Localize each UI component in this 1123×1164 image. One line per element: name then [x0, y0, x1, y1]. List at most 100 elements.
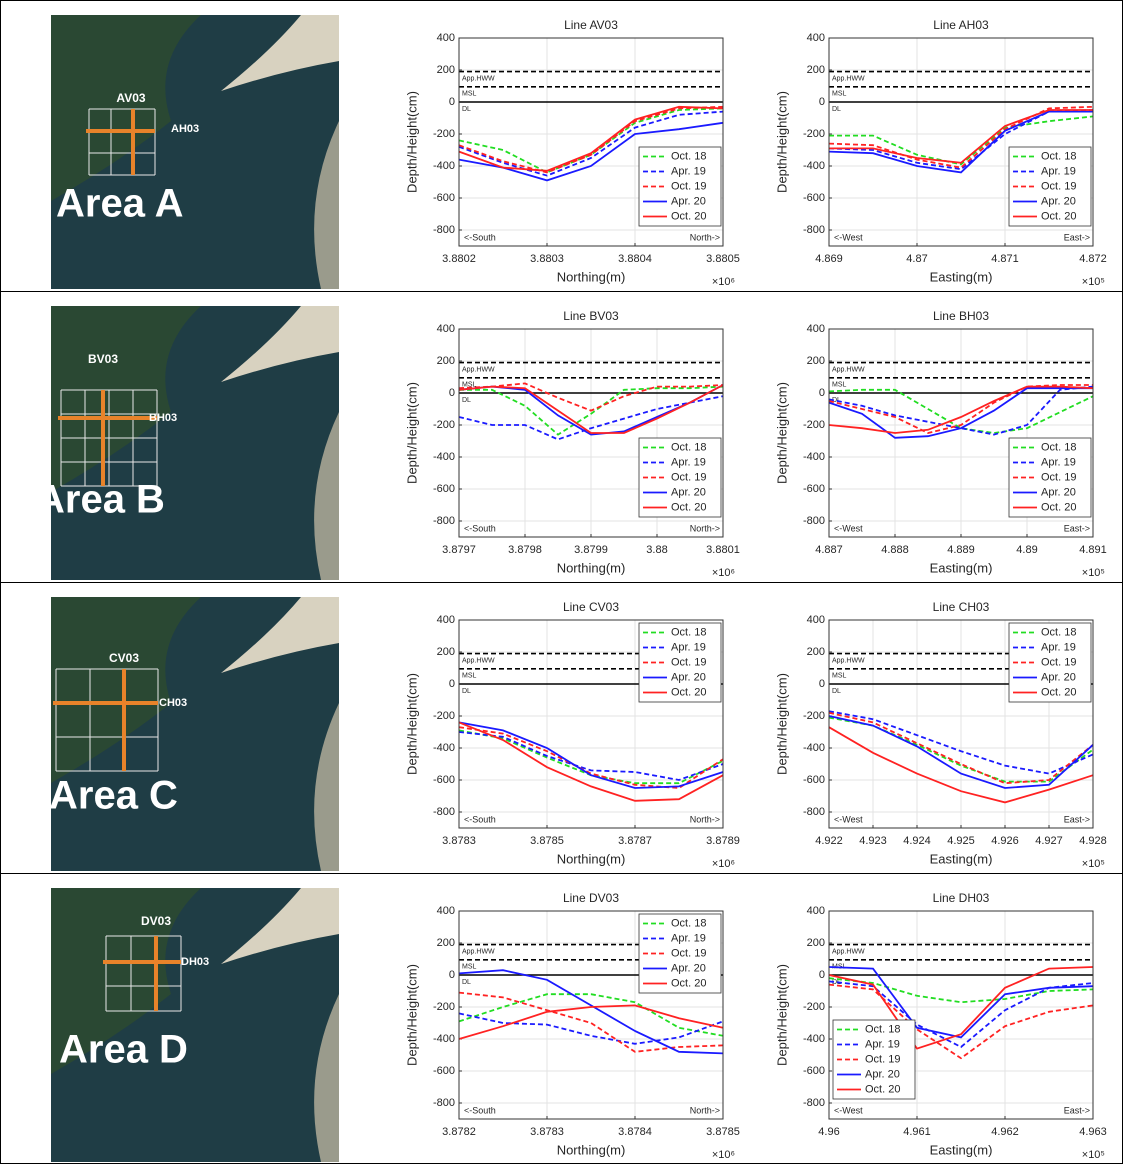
y-tick-label: 0 — [819, 678, 825, 690]
x-axis-label: Northing(m) — [557, 560, 626, 575]
y-tick-label: -600 — [803, 192, 825, 204]
y-tick-label: -800 — [803, 1097, 825, 1109]
direction-label: East-> — [1064, 523, 1090, 533]
y-tick-label: 400 — [437, 905, 455, 917]
y-tick-label: 400 — [437, 323, 455, 335]
shore — [314, 994, 339, 1162]
x-multiplier: ×10⁵ — [1082, 276, 1105, 288]
series-line — [828, 385, 1094, 434]
direction-label: North-> — [690, 1105, 720, 1115]
x-tick-label: 3.8785 — [530, 835, 564, 847]
legend-label: Oct. 18 — [1041, 150, 1076, 162]
axes-box — [458, 910, 724, 1120]
reference-label: DL — [832, 106, 841, 113]
x-tick-label: 4.923 — [859, 835, 887, 847]
series-line — [828, 977, 1094, 1004]
chart: 400 200 0 -200 -400 -600 -800 4.96 4.961 4.962 4.9… — [774, 891, 1106, 1161]
area-label: Area A — [56, 182, 183, 226]
series-line — [828, 710, 1094, 775]
reference-label: DL — [832, 397, 841, 404]
reference-label: App.HWW — [832, 948, 865, 955]
area-map: BV03 BH03 Area B — [36, 306, 339, 580]
y-tick-label: 0 — [819, 969, 825, 981]
x-tick-label: 4.928 — [1079, 835, 1107, 847]
series-line — [828, 966, 1094, 1039]
legend-label: Apr. 19 — [1041, 641, 1076, 653]
y-tick-label: 200 — [437, 646, 455, 658]
legend-label: Apr. 20 — [1041, 671, 1076, 683]
x-tick-label: 4.89 — [1016, 544, 1037, 556]
shore — [314, 703, 339, 871]
legend-label: Oct. 18 — [1041, 626, 1076, 638]
y-tick-label: -400 — [803, 1033, 825, 1045]
y-tick-label: 0 — [819, 387, 825, 399]
series-line — [828, 715, 1094, 789]
x-tick-label: 3.8798 — [508, 544, 542, 556]
legend-label: Apr. 20 — [865, 1068, 900, 1080]
y-tick-label: -800 — [803, 806, 825, 818]
reference-label: DL — [832, 688, 841, 695]
legend-label: Apr. 19 — [671, 456, 706, 468]
y-tick-label: -200 — [433, 128, 455, 140]
series-line — [458, 384, 724, 434]
x-tick-label: 3.8782 — [442, 1126, 476, 1138]
y-tick-label: 200 — [437, 355, 455, 367]
y-tick-label: -200 — [803, 128, 825, 140]
y-tick-label: 200 — [437, 937, 455, 949]
direction-label: <-West — [834, 1105, 863, 1115]
x-tick-label: 3.88 — [646, 544, 667, 556]
x-axis-label: Easting(m) — [930, 269, 993, 284]
x-tick-label: 3.8801 — [706, 544, 740, 556]
x-tick-label: 3.8804 — [618, 253, 652, 265]
direction-label: <-South — [464, 1105, 496, 1115]
legend-label: Apr. 20 — [671, 671, 706, 683]
legend: Oct. 18 Apr. 19 Oct. 19 Apr. 20 Oct. 20 — [1008, 622, 1092, 703]
x-multiplier: ×10⁶ — [712, 1149, 735, 1161]
legend: Oct. 18 Apr. 19 Oct. 19 Apr. 20 Oct. 20 — [638, 622, 722, 703]
reference-label: MSL — [462, 382, 477, 389]
y-tick-label: -200 — [803, 710, 825, 722]
x-tick-label: 4.891 — [1079, 544, 1107, 556]
x-tick-label: 4.925 — [947, 835, 975, 847]
series-line — [458, 726, 724, 789]
x-tick-label: 3.8784 — [618, 1126, 652, 1138]
axes-box — [828, 910, 1094, 1120]
series-line — [828, 387, 1093, 439]
y-axis-label: Depth/Height(cm) — [774, 91, 789, 193]
legend-label: Oct. 20 — [865, 1083, 900, 1095]
legend-label: Apr. 19 — [671, 932, 706, 944]
series-line — [829, 109, 1093, 164]
reference-label: DL — [832, 979, 841, 986]
reference-label: App.HWW — [832, 657, 865, 664]
series-line — [458, 105, 724, 174]
line-label: CH03 — [159, 697, 187, 709]
x-multiplier: ×10⁵ — [1082, 1149, 1105, 1161]
series-line — [458, 395, 724, 441]
direction-label: <-West — [834, 232, 863, 242]
y-tick-label: 0 — [449, 387, 455, 399]
y-tick-label: 400 — [807, 905, 825, 917]
area-label: Area C — [49, 774, 178, 818]
x-tick-label: 3.8789 — [706, 835, 740, 847]
sand-spit — [221, 15, 339, 91]
series-line — [828, 110, 1093, 174]
legend: Oct. 18 Apr. 19 Oct. 19 Apr. 20 Oct. 20 — [638, 913, 722, 994]
legend-label: Oct. 18 — [671, 626, 706, 638]
area-map: DV03 DH03 Area D — [51, 888, 339, 1162]
y-axis-label: Depth/Height(cm) — [774, 964, 789, 1066]
y-tick-label: 0 — [449, 969, 455, 981]
chart: 400 200 0 -200 -400 -600 -800 3.8783 3.8785 3.878… — [404, 600, 740, 870]
reference-label: App.HWW — [832, 366, 865, 373]
reference-label: App.HWW — [462, 948, 495, 955]
reference-label: MSL — [832, 382, 847, 389]
chart: 400 200 0 -200 -400 -600 -800 4.887 4.888 4.889 4.… — [774, 309, 1107, 579]
axes-box — [828, 37, 1094, 247]
chart-title: Line BH03 — [933, 309, 989, 323]
axes-box — [458, 37, 724, 247]
legend-label: Oct. 18 — [671, 150, 706, 162]
legend-label: Oct. 20 — [1041, 686, 1076, 698]
y-tick-label: -400 — [433, 160, 455, 172]
land — [51, 888, 201, 1074]
legend: Oct. 18 Apr. 19 Oct. 19 Apr. 20 Oct. 20 — [638, 146, 722, 227]
